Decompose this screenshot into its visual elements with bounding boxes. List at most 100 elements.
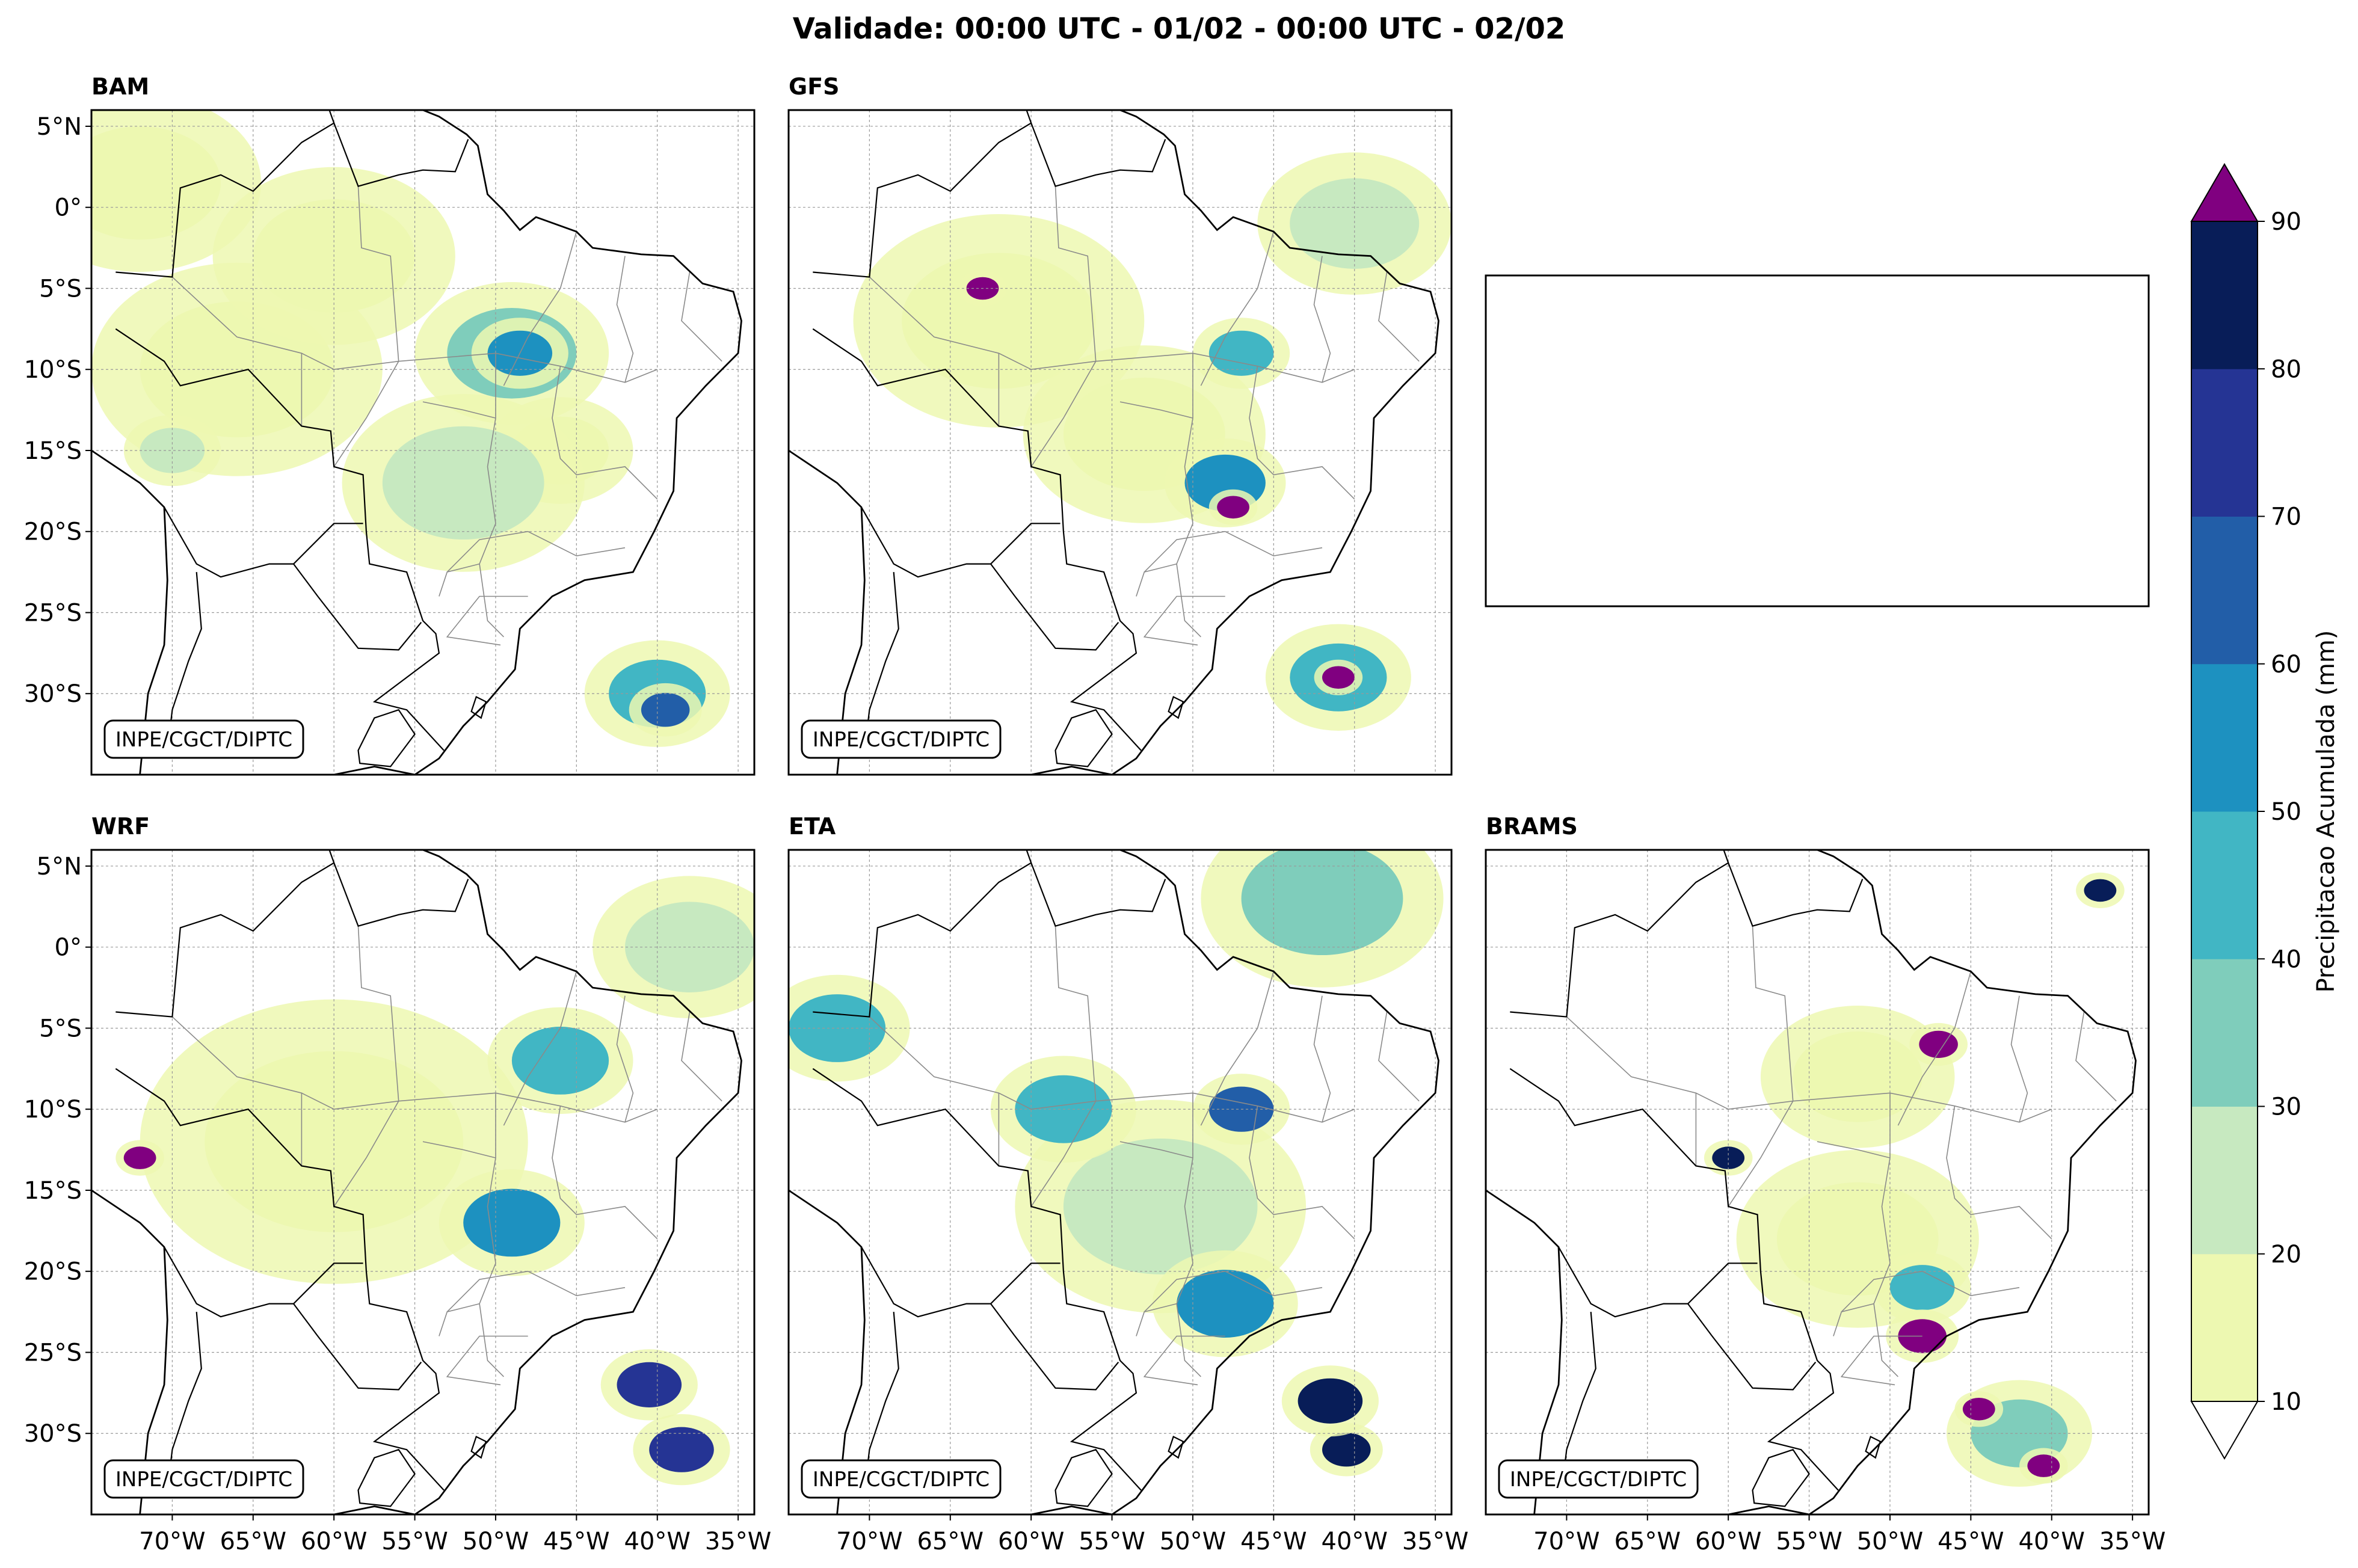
state-boundary [479, 564, 504, 638]
colorbar: 10 20 30 40 50 60 70 80 90 Precipitacao Acumulada… [2190, 163, 2340, 1460]
lake-outline [1865, 1436, 1882, 1459]
lon-tick-label: 50°W [463, 1528, 529, 1555]
precip-area [641, 693, 690, 727]
colorbar-extend-min [2190, 1401, 2259, 1460]
state-boundary [357, 186, 399, 361]
state-boundary [1176, 564, 1201, 638]
state-boundary [1054, 926, 1097, 1101]
colorbar-tick-label: 80 [2271, 355, 2301, 383]
lon-tick-label: 60°W [998, 1528, 1064, 1555]
precip-area [1322, 1433, 1371, 1467]
state-boundary [446, 595, 528, 646]
credit-box [103, 719, 304, 759]
lat-tick-label: 30°S [24, 680, 82, 708]
panel-gfs: GFS INPE/CGCT/DIPTC [787, 73, 1453, 776]
colorbar-segment [2191, 369, 2258, 517]
lake-outline [1752, 1448, 1810, 1507]
figure-title: Validade: 00:00 UTC - 01/02 - 00:00 UTC … [793, 12, 1566, 46]
lon-tick-label: 55°W [381, 1528, 448, 1555]
panel-title: BAM [91, 73, 149, 100]
colorbar-label: Precipitacao Acumulada (mm) [2312, 630, 2340, 993]
state-boundary [422, 1141, 496, 1158]
lat-tick-label: 0° [55, 194, 82, 222]
panel-wrf: WRF INPE/CGCT/DIPTC 5°N 0° 5°S 10°S 15°S 20°S 25… [24, 813, 772, 1555]
country-border [813, 121, 1166, 278]
colorbar-segment [2191, 663, 2258, 812]
colorbar-extend-max [2190, 163, 2259, 222]
country-border [812, 328, 1142, 751]
lat-tick-label: 20°S [24, 1258, 82, 1286]
lat-tick-label: 25°S [24, 599, 82, 627]
lon-tick-label: 35°W [2099, 1528, 2166, 1555]
lat-tick-label: 10°S [24, 1096, 82, 1124]
precip-area [617, 1362, 682, 1407]
lon-tick-label: 40°W [1322, 1528, 1388, 1555]
precip-area [140, 428, 205, 473]
lake-outline [1054, 709, 1113, 767]
panel-eta: ETA INPE/CGCT/DIPTC 70°W 65°W 60°W 55°W 50°W 45… [787, 813, 1468, 1555]
lon-tick-label: 65°W [220, 1528, 286, 1555]
credit-label: INPE/CGCT/DIPTC [813, 1468, 990, 1492]
country-border [164, 1246, 363, 1318]
panel-title: BRAMS [1486, 813, 1578, 840]
state-boundary [1313, 995, 1331, 1123]
lon-tick-label: 70°W [139, 1528, 205, 1555]
credit-box [103, 1459, 304, 1499]
country-border [812, 1068, 1142, 1491]
lon-tick-label: 50°W [1857, 1528, 1923, 1555]
lake-outline [470, 696, 487, 719]
state-boundary [1249, 366, 1355, 500]
precip-area [123, 1146, 156, 1169]
state-boundary [1817, 1141, 1891, 1158]
coastline [1486, 850, 2137, 1514]
state-boundary [479, 1303, 504, 1377]
precip-area [902, 253, 1096, 389]
country-border [1510, 861, 1864, 1018]
state-boundary [1200, 231, 1275, 386]
state-boundary [1054, 186, 1097, 361]
credit-label: INPE/CGCT/DIPTC [1510, 1468, 1687, 1492]
country-border [861, 506, 1060, 578]
precip-area [1241, 850, 1403, 955]
state-boundary [1119, 401, 1193, 419]
state-boundary [1946, 1105, 2052, 1240]
panel-title: ETA [789, 813, 836, 840]
state-boundary [2075, 1012, 2117, 1102]
country-border [990, 563, 1119, 651]
lat-tick-label: 10°S [24, 356, 82, 384]
state-boundary [1249, 1105, 1355, 1240]
coastline [789, 850, 1439, 1514]
state-boundary [681, 272, 722, 362]
map-frame [1485, 849, 2150, 1516]
lake-outline [1168, 696, 1184, 719]
map-panels: BAM INPE/CGCT/DIPTC 5°N 0° 5°S 10°S 15°S 20°S 25… [24, 73, 2166, 1555]
state-boundary [616, 995, 634, 1123]
state-boundary [1378, 1012, 1420, 1102]
state-boundary [446, 1335, 528, 1386]
state-boundary [1200, 971, 1275, 1126]
state-boundary [503, 971, 577, 1126]
precip-area [1962, 1398, 1995, 1421]
state-boundary [1313, 256, 1331, 383]
state-boundary [552, 1105, 658, 1240]
country-border [1558, 1246, 1758, 1318]
lon-tick-label: 70°W [1533, 1528, 1599, 1555]
lat-tick-label: 0° [55, 934, 82, 962]
state-boundary [1176, 1303, 1201, 1377]
panel-title: WRF [91, 813, 150, 840]
colorbar-segment [2191, 1253, 2258, 1402]
lat-tick-label: 5°N [37, 113, 82, 141]
lat-tick-label: 30°S [24, 1420, 82, 1448]
state-boundary [552, 366, 658, 500]
lon-tick-label: 65°W [1615, 1528, 1681, 1555]
colorbar-tick-label: 60 [2271, 651, 2301, 678]
country-border [1509, 1068, 1839, 1491]
state-boundary [1840, 1335, 1922, 1386]
map-frame [787, 849, 1453, 1516]
state-boundary [422, 401, 496, 419]
precip-area [91, 126, 221, 240]
map-frame [90, 849, 756, 1516]
coastline [91, 850, 742, 1514]
state-boundary [1752, 926, 1794, 1101]
